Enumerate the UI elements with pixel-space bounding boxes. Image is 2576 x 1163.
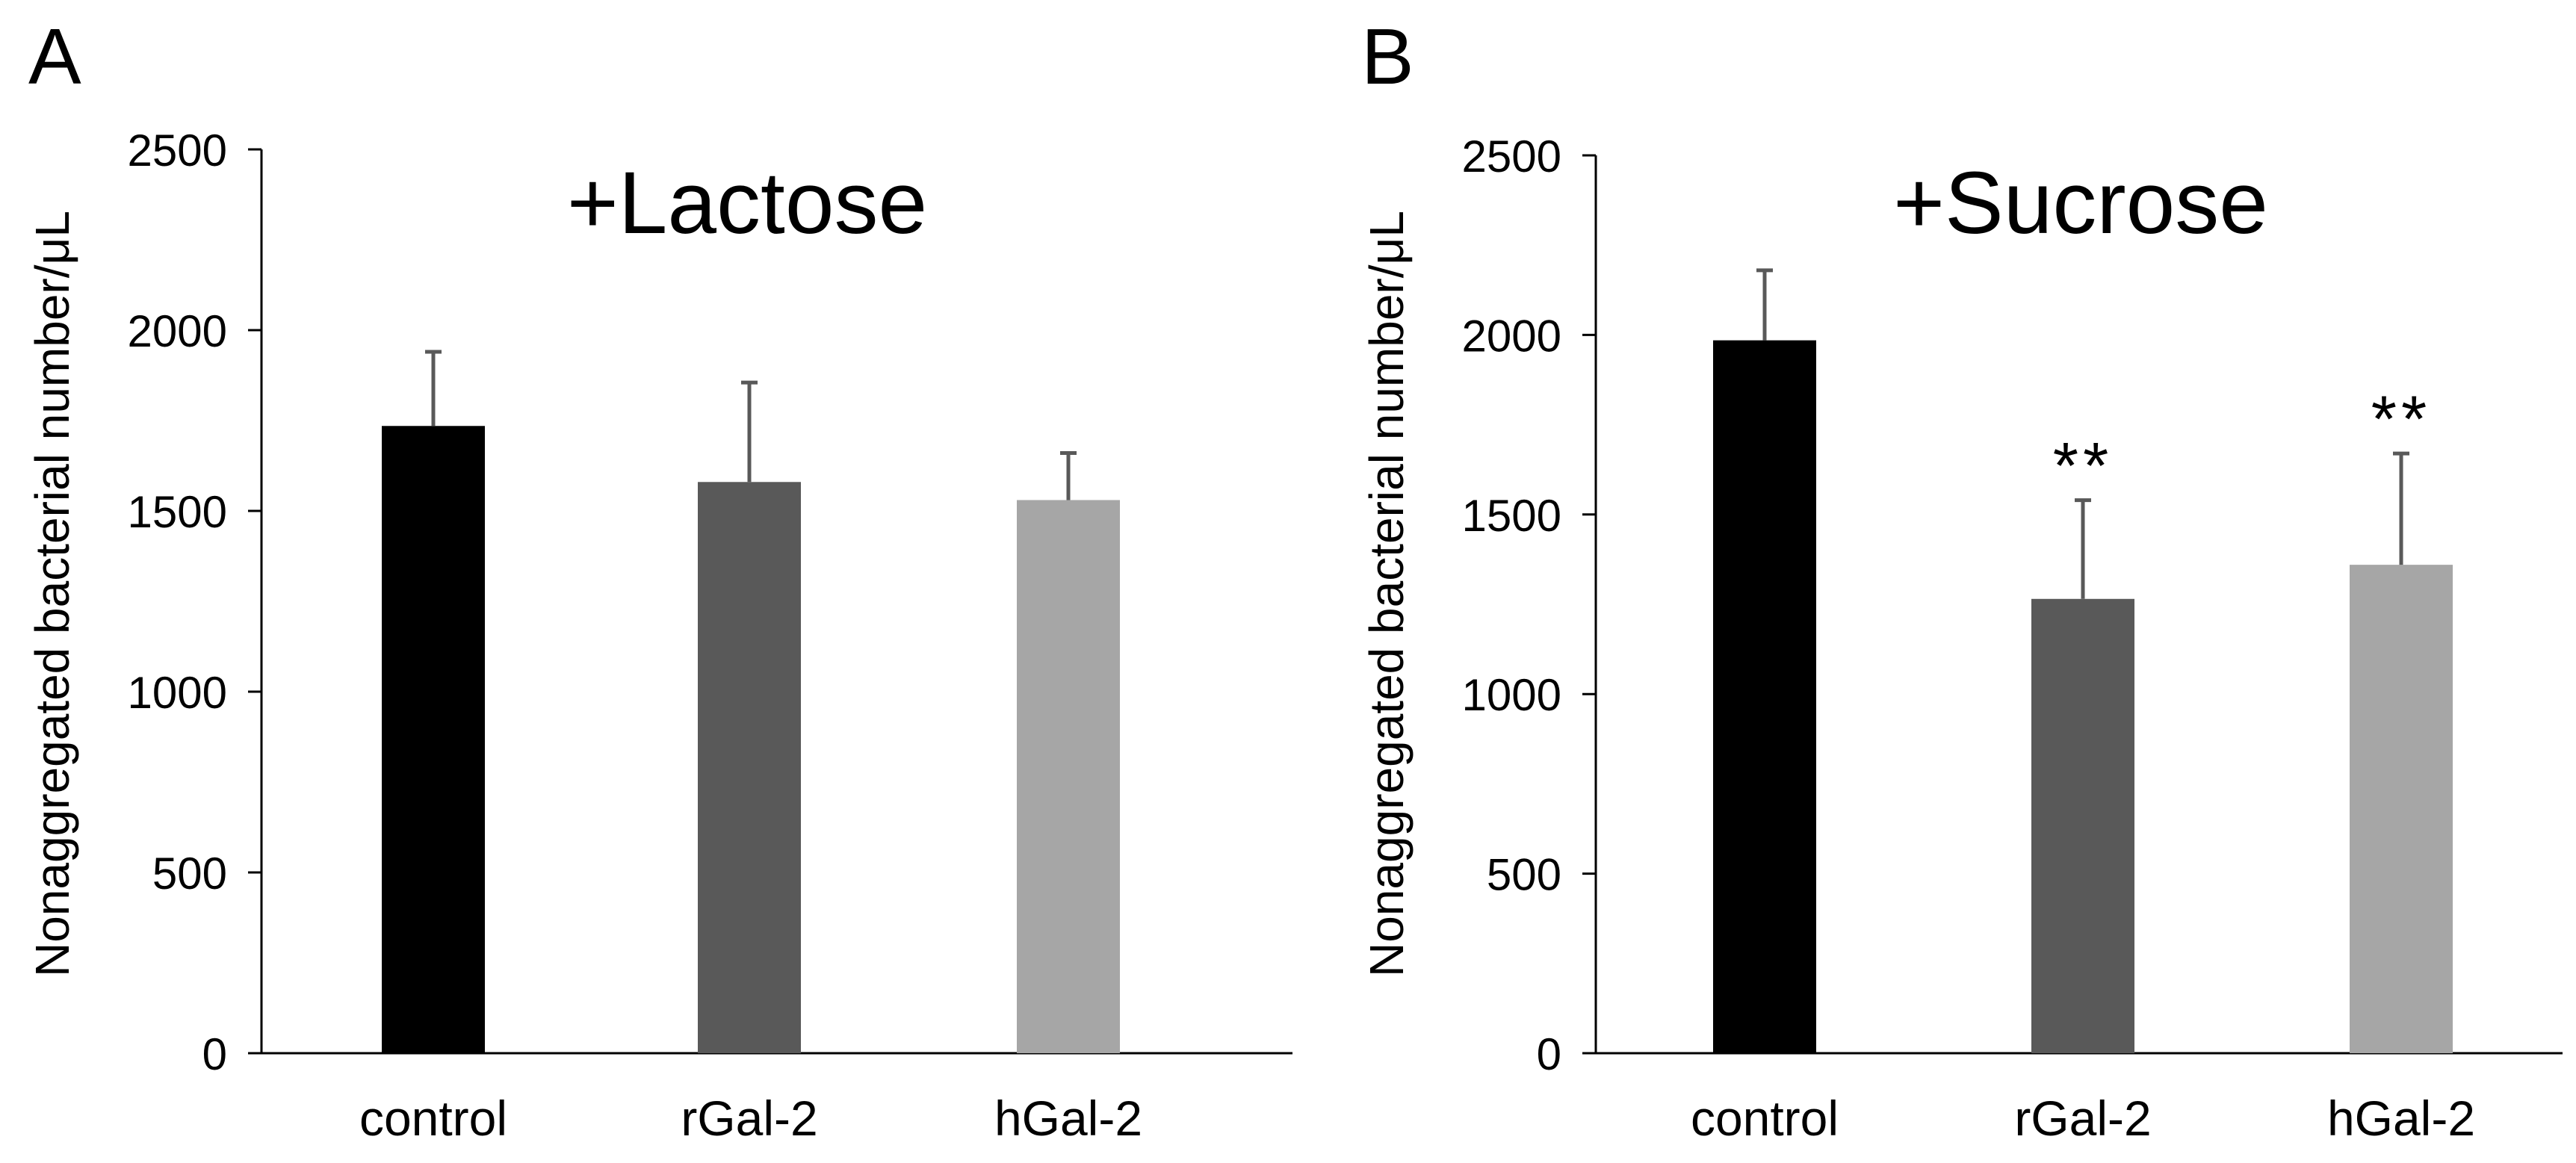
panel-a-category-label-control: control [359,1091,507,1146]
panel-a-y-axis-label: Nonaggregated bacterial number/μL [25,211,79,977]
panel-a-y-tick-label: 1000 [128,668,227,718]
panel-b-y-axis-label: Nonaggregated bacterial number/μL [1360,211,1414,977]
panel-b-y-tick-label: 1000 [1462,670,1561,720]
panel-b-bar-hgal-2 [2350,565,2453,1053]
panel-a-y-tick-label: 1500 [128,487,227,537]
panel-b-significance-rgal-2: ** [2053,429,2114,503]
panel-b-y-tick-label: 500 [1487,850,1561,900]
panel-a-y-tick-label: 2000 [128,306,227,356]
panel-a: A Nonaggregated bacterial number/μL +Lac… [25,13,1292,1146]
panel-b-y-tick-label: 0 [1537,1029,1561,1079]
panel-b-y-tick-label: 2500 [1462,131,1561,182]
panel-b-bar-rgal-2 [2031,598,2134,1053]
panel-b-title: +Sucrose [1893,154,2268,252]
panel-a-title: +Lactose [567,154,927,252]
panel-a-bar-rgal-2 [698,482,801,1053]
panel-a-bar-hgal-2 [1017,500,1120,1053]
panel-b-significance-hgal-2: ** [2371,382,2432,456]
panel-a-letter: A [28,13,81,101]
panel-b-letter: B [1361,13,1414,101]
panel-a-category-label-hgal-2: hGal-2 [994,1091,1142,1146]
panel-b-bar-control [1713,340,1816,1053]
panel-b-category-label-rgal-2: rGal-2 [2014,1091,2151,1146]
panel-a-category-label-rgal-2: rGal-2 [681,1091,817,1146]
panel-a-y-tick-label: 2500 [128,125,227,176]
panel-a-y-tick-label: 500 [152,849,227,899]
panel-a-bar-control [382,426,485,1053]
panel-b-category-label-hgal-2: hGal-2 [2327,1091,2475,1146]
panel-b-category-label-control: control [1691,1091,1839,1146]
panel-a-y-tick-label: 0 [202,1029,227,1079]
panel-b-y-tick-label: 2000 [1462,311,1561,361]
panel-b: B Nonaggregated bacterial number/μL +Suc… [1360,13,2563,1146]
panel-b-y-tick-label: 1500 [1462,491,1561,541]
